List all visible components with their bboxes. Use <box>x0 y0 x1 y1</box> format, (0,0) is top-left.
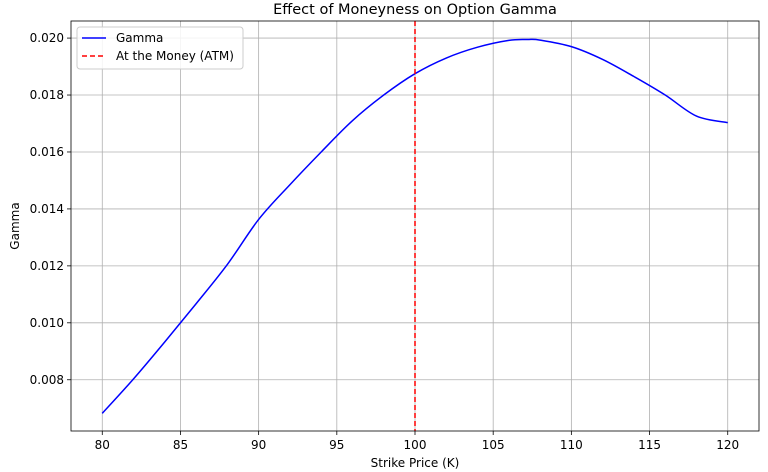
x-tick-label: 100 <box>404 438 427 452</box>
legend-label-gamma: Gamma <box>116 31 163 45</box>
x-tick-label: 90 <box>251 438 266 452</box>
y-tick-label: 0.010 <box>30 316 64 330</box>
x-tick-label: 115 <box>638 438 661 452</box>
chart-title: Effect of Moneyness on Option Gamma <box>273 2 557 18</box>
y-tick-label: 0.018 <box>30 88 64 102</box>
x-axis: 80 85 90 95 100 105 110 115 120 <box>95 431 739 452</box>
legend: Gamma At the Money (ATM) <box>76 26 244 70</box>
x-tick-label: 80 <box>95 438 110 452</box>
legend-label-atm: At the Money (ATM) <box>116 49 234 63</box>
x-tick-label: 85 <box>173 438 188 452</box>
x-tick-label: 120 <box>716 438 739 452</box>
y-tick-label: 0.014 <box>30 202 64 216</box>
y-tick-label: 0.008 <box>30 373 64 387</box>
y-axis: 0.008 0.010 0.012 0.014 0.016 0.018 0.020 <box>30 31 71 387</box>
y-tick-label: 0.016 <box>30 145 64 159</box>
y-axis-label: Gamma <box>8 202 22 249</box>
series-line-gamma <box>101 38 728 414</box>
legend-box <box>76 26 244 70</box>
series-layer <box>101 21 728 431</box>
y-tick-label: 0.020 <box>30 31 64 45</box>
x-tick-label: 110 <box>560 438 583 452</box>
x-tick-label: 105 <box>482 438 505 452</box>
y-tick-label: 0.012 <box>30 259 64 273</box>
x-tick-label: 95 <box>329 438 344 452</box>
x-axis-label: Strike Price (K) <box>371 456 460 470</box>
